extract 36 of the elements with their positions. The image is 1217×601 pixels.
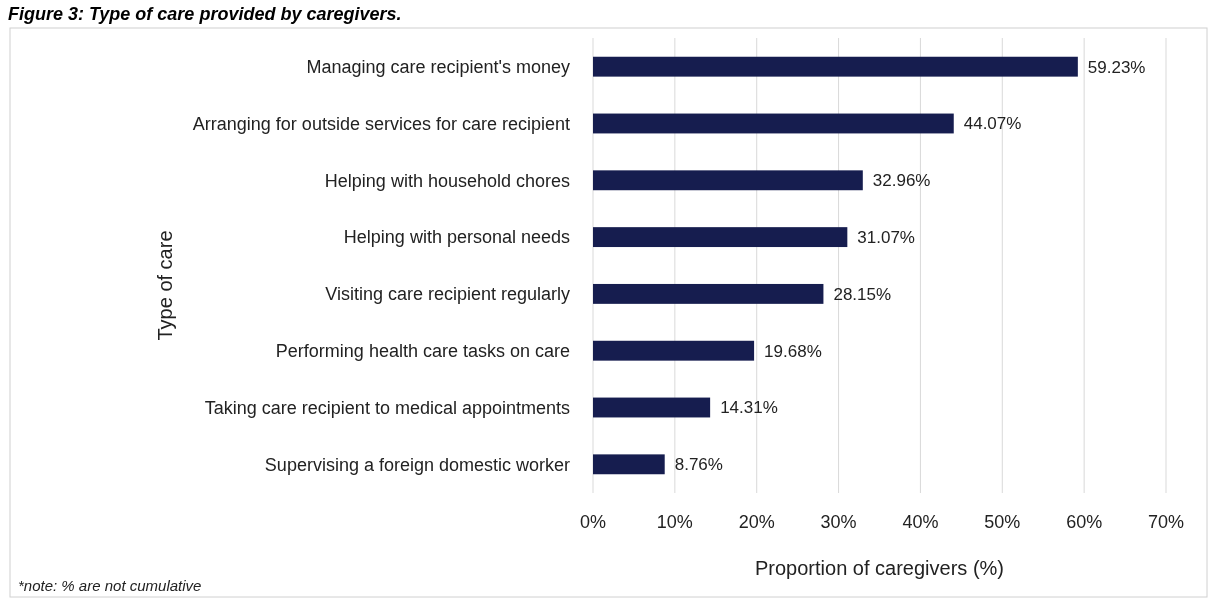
data-label: 59.23% bbox=[1087, 57, 1146, 77]
data-label: 31.07% bbox=[857, 228, 915, 248]
bar bbox=[593, 454, 665, 475]
bar bbox=[593, 283, 824, 304]
y-tick-label: Arranging for outside services for care recipient bbox=[192, 113, 570, 134]
data-label: 8.76% bbox=[674, 455, 723, 475]
x-axis-title: Proportion of caregivers (%) bbox=[755, 557, 1004, 579]
bar bbox=[593, 397, 711, 418]
y-tick-label: Managing care recipient's money bbox=[306, 56, 570, 77]
data-label: 44.07% bbox=[963, 114, 1022, 134]
x-tick-label: 50% bbox=[984, 512, 1021, 532]
x-tick-label: 20% bbox=[738, 512, 775, 532]
bar bbox=[593, 227, 848, 248]
x-tick-label: 0% bbox=[579, 512, 607, 532]
x-tick-label: 40% bbox=[902, 512, 939, 532]
bar bbox=[593, 340, 755, 361]
y-tick-label: Supervising a foreign domestic worker bbox=[264, 454, 570, 475]
x-tick-label: 10% bbox=[656, 512, 693, 532]
data-label: 32.96% bbox=[872, 171, 931, 191]
data-label: 14.31% bbox=[720, 398, 778, 418]
text: *note: % are not cumulative bbox=[18, 577, 202, 594]
y-tick-label: Taking care recipient to medical appointments bbox=[204, 397, 570, 418]
y-tick-label: Helping with household chores bbox=[324, 170, 570, 191]
bar bbox=[593, 113, 954, 134]
y-tick-label: Visiting care recipient regularly bbox=[325, 284, 570, 305]
x-tick-label: 30% bbox=[820, 512, 857, 532]
y-tick-label: Helping with personal needs bbox=[343, 227, 570, 248]
data-label: 19.68% bbox=[764, 341, 822, 361]
bar bbox=[593, 170, 863, 191]
x-tick-label: 70% bbox=[1147, 512, 1185, 532]
data-label: 28.15% bbox=[833, 284, 892, 304]
bar bbox=[593, 56, 1078, 77]
y-axis-title: Type of care bbox=[154, 230, 176, 341]
text: Figure 3: Type of care provided by caregivers. bbox=[8, 4, 402, 24]
x-tick-label: 60% bbox=[1066, 512, 1103, 532]
y-tick-label: Performing health care tasks on care bbox=[275, 341, 570, 362]
